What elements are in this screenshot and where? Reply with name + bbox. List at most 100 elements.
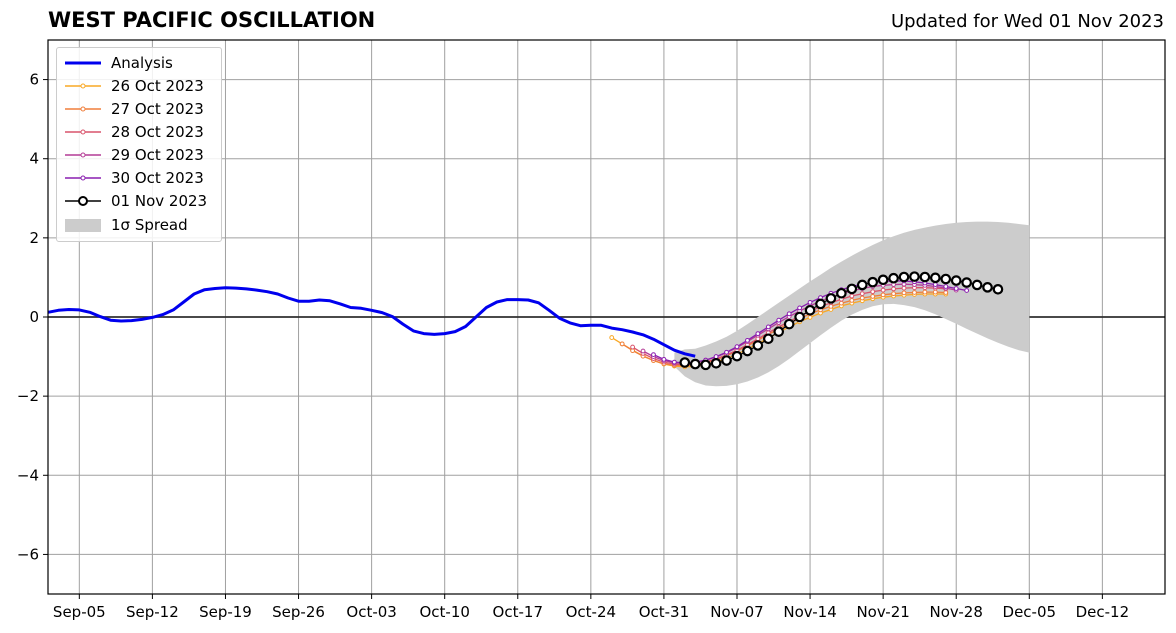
legend-item-26-oct: 26 Oct 2023 bbox=[63, 75, 219, 97]
series-01-nov-2023-point bbox=[930, 272, 941, 284]
x-tick-label: Nov-07 bbox=[710, 603, 763, 621]
series-01-nov-2023-point bbox=[888, 272, 899, 284]
x-tick-label: Oct-17 bbox=[493, 603, 543, 621]
series-01-nov-2023-point bbox=[909, 271, 920, 282]
x-tick-label: Oct-31 bbox=[639, 603, 689, 621]
x-tick-label: Dec-12 bbox=[1076, 603, 1130, 621]
series-30-oct-2023-point bbox=[713, 354, 719, 359]
x-tick-label: Sep-05 bbox=[53, 603, 106, 621]
series-30-oct-2023-point bbox=[786, 311, 792, 317]
series-01-nov-2023-point bbox=[919, 271, 931, 283]
legend-label-30-oct: 30 Oct 2023 bbox=[111, 169, 204, 187]
series-30-oct-2023-point bbox=[964, 288, 970, 293]
y-tick-label: −6 bbox=[17, 545, 39, 563]
legend-item-01-nov: 01 Nov 2023 bbox=[63, 190, 219, 212]
series-30-oct-2023-point bbox=[943, 284, 949, 289]
legend-label-28-oct: 28 Oct 2023 bbox=[111, 123, 204, 141]
series-01-nov-2023-point bbox=[700, 359, 711, 371]
legend-item-analysis: Analysis bbox=[63, 52, 219, 74]
legend-label-26-oct: 26 Oct 2023 bbox=[111, 77, 204, 95]
series-27-oct-2023-point bbox=[922, 289, 928, 295]
series-30-oct-2023-point bbox=[661, 356, 667, 362]
legend-swatch-27-oct bbox=[65, 106, 101, 112]
series-01-nov-2023-point bbox=[679, 357, 691, 368]
series-28-oct-2023-point bbox=[630, 344, 635, 350]
x-tick-label: Nov-21 bbox=[856, 603, 909, 621]
series-01-nov-2023-point bbox=[898, 271, 910, 283]
series-27-oct-2023-point bbox=[880, 292, 886, 298]
series-27-oct-2023-point bbox=[912, 290, 917, 295]
chart-subtitle: Updated for Wed 01 Nov 2023 bbox=[890, 11, 1164, 32]
x-tick-label: Sep-26 bbox=[272, 603, 325, 621]
legend-swatch-spread bbox=[65, 219, 101, 232]
y-tick-label: −4 bbox=[17, 466, 39, 484]
series-01-nov-2023-point bbox=[950, 275, 962, 286]
legend-swatch-28-oct bbox=[65, 129, 101, 135]
y-tick-label: 4 bbox=[29, 150, 39, 168]
legend-item-29-oct: 29 Oct 2023 bbox=[63, 144, 219, 166]
series-30-oct-2023-point bbox=[932, 282, 938, 287]
series-01-nov-2023-point bbox=[856, 279, 868, 291]
series-27-oct-2023-point bbox=[859, 295, 865, 301]
series-analysis-line bbox=[47, 286, 696, 358]
series-28-oct-2023-point bbox=[859, 291, 865, 297]
series-30-oct-2023-point bbox=[797, 305, 803, 311]
series-27-oct-2023-point bbox=[619, 341, 625, 347]
series-30-oct-2023-point bbox=[807, 299, 813, 305]
series-01-nov-2023-point bbox=[940, 273, 952, 285]
legend-label-01-nov: 01 Nov 2023 bbox=[111, 192, 208, 210]
series-28-oct-2023-point bbox=[849, 293, 855, 299]
series-01-nov-2023-point bbox=[752, 340, 764, 351]
legend-item-30-oct: 30 Oct 2023 bbox=[63, 167, 219, 189]
legend-label-29-oct: 29 Oct 2023 bbox=[111, 146, 204, 164]
x-tick-label: Sep-12 bbox=[126, 603, 179, 621]
series-30-oct-2023-point bbox=[651, 352, 656, 357]
legend-label-analysis: Analysis bbox=[111, 54, 173, 72]
series-01-nov-2023-point bbox=[825, 293, 837, 304]
series-01-nov-2023-point bbox=[721, 355, 732, 366]
series-27-oct-2023-point bbox=[901, 290, 907, 296]
y-tick-label: 0 bbox=[29, 308, 39, 326]
x-tick-label: Sep-19 bbox=[199, 603, 252, 621]
series-01-nov-2023-point bbox=[992, 283, 1004, 295]
y-tick-label: −2 bbox=[17, 387, 39, 405]
legend-label-27-oct: 27 Oct 2023 bbox=[111, 100, 204, 118]
series-26-oct-2023-point bbox=[609, 335, 615, 340]
series-29-oct-2023-point bbox=[640, 348, 646, 354]
series-01-nov-2023-point bbox=[794, 311, 805, 323]
series-01-nov-2023-point bbox=[815, 298, 826, 310]
series-01-nov-2023-point bbox=[877, 274, 889, 286]
series-28-oct-2023-point bbox=[891, 286, 896, 292]
series-01-nov-2023-point bbox=[961, 277, 972, 288]
y-tick-label: 2 bbox=[29, 229, 39, 247]
series-28-oct-2023-point bbox=[880, 287, 886, 293]
series-30-oct-2023-point bbox=[724, 349, 729, 355]
legend-label-spread: 1σ Spread bbox=[111, 216, 188, 234]
legend-swatch-analysis bbox=[65, 61, 101, 65]
legend-item-spread: 1σ Spread bbox=[63, 214, 219, 236]
series-01-nov-2023-point bbox=[971, 279, 983, 291]
series-30-oct-2023-point bbox=[953, 286, 959, 291]
legend-item-28-oct: 28 Oct 2023 bbox=[63, 121, 219, 143]
series-01-nov-2023-point bbox=[689, 358, 701, 370]
series-01-nov-2023-point bbox=[783, 318, 795, 330]
legend-swatch-01-nov bbox=[65, 196, 101, 206]
series-01-nov-2023-point bbox=[763, 333, 774, 345]
x-tick-label: Oct-10 bbox=[419, 603, 469, 621]
series-27-oct-2023-point bbox=[849, 297, 855, 303]
chart-title: WEST PACIFIC OSCILLATION bbox=[48, 8, 376, 32]
series-30-oct-2023-point bbox=[776, 317, 782, 323]
series-01-nov-2023-point bbox=[846, 283, 858, 295]
series-27-oct-2023-point bbox=[870, 294, 876, 299]
series-01-nov-2023-point bbox=[742, 345, 753, 357]
series-27-oct-2023-point bbox=[891, 291, 896, 297]
series-30-oct-2023-point bbox=[671, 359, 677, 365]
x-tick-label: Nov-14 bbox=[783, 603, 836, 621]
axes-frame bbox=[47, 39, 1166, 595]
series-28-oct-2023-point bbox=[870, 289, 876, 295]
series-01-nov-2023-point bbox=[731, 350, 743, 362]
series-01-nov-2023-point bbox=[982, 282, 993, 293]
series-30-oct-2023-point bbox=[734, 344, 740, 350]
y-tick-label: 6 bbox=[29, 71, 39, 89]
